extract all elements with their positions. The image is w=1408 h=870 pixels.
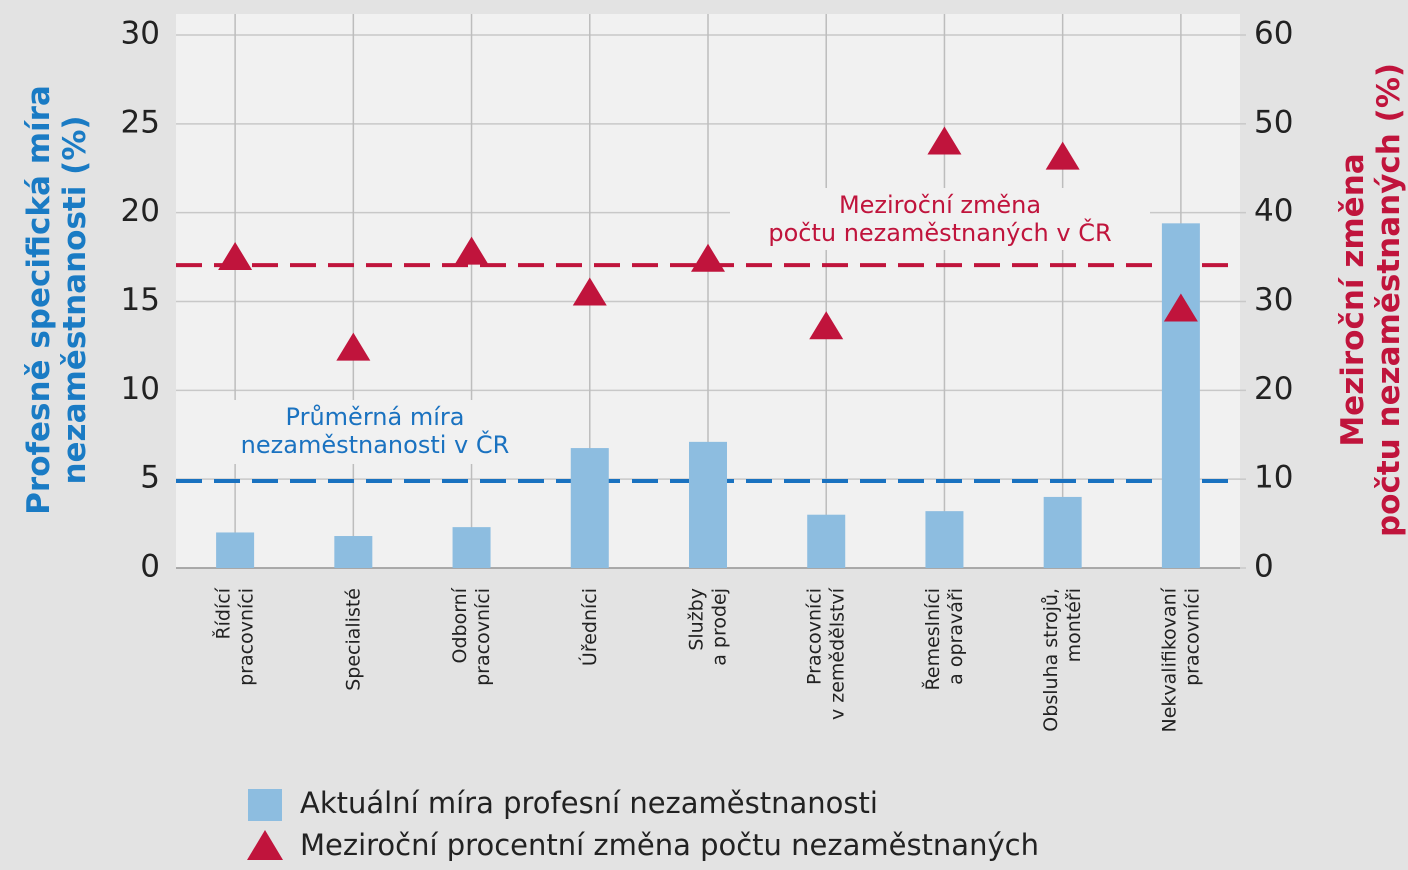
y-tick-label: 20 (121, 193, 160, 229)
triangle-marker (1045, 141, 1080, 170)
legend-swatch (248, 789, 282, 821)
bar (216, 532, 255, 568)
y-axis-title: Profesně specifická míranezaměstnanosti … (21, 85, 93, 515)
y2-axis-title: Meziroční změnapočtu nezaměstnaných (%) (1335, 63, 1407, 537)
y-tick-label: 15 (121, 282, 160, 318)
y-axis-title-line: nezaměstnanosti (%) (57, 115, 93, 484)
y2-tick-label: 20 (1254, 371, 1293, 407)
bar (807, 514, 846, 568)
reference-label: Průměrná míra (286, 403, 465, 431)
triangle-marker (809, 311, 844, 340)
triangle-marker (691, 243, 725, 272)
y2-axis-title-line: počtu nezaměstnaných (%) (1371, 63, 1407, 537)
y2-axis-title-line: Meziroční změna (1335, 153, 1371, 446)
bar (452, 527, 491, 568)
reference-label: nezaměstnanosti v ČR (241, 429, 510, 459)
y-tick-label: 30 (121, 16, 160, 52)
y-axis-title-line: Profesně specifická míra (21, 85, 57, 515)
legend-label: Meziroční procentní změna počtu nezaměst… (300, 828, 1039, 862)
x-tick-label: Specialisté (342, 588, 364, 691)
x-tick-label: Řídícípracovníci (211, 587, 257, 686)
bar (925, 511, 964, 568)
reference-label: počtu nezaměstnaných v ČR (768, 217, 1111, 247)
x-tick-label: Odbornípracovníci (449, 587, 494, 686)
x-tick-label: Řemeslnícia opraváři (920, 588, 966, 690)
y-tick-label: 5 (140, 460, 160, 496)
x-tick-label: Úředníci (576, 588, 600, 666)
bar (334, 536, 373, 568)
triangle-marker (572, 277, 607, 306)
triangle-marker (927, 126, 962, 155)
y-tick-label: 10 (121, 371, 160, 407)
y-tick-label: 25 (121, 104, 160, 140)
bar (689, 441, 727, 568)
y2-tick-label: 60 (1254, 16, 1293, 52)
bar (1043, 496, 1082, 568)
legend-swatch (247, 830, 283, 860)
y2-tick-label: 10 (1254, 460, 1293, 496)
triangle-marker (218, 241, 253, 270)
bar (570, 448, 609, 568)
y-tick-label: 0 (140, 549, 160, 585)
label-background (730, 188, 1150, 250)
x-tick-label: Službya prodej (685, 588, 730, 666)
y2-tick-label: 30 (1254, 282, 1293, 318)
reference-label: Meziroční změna (839, 191, 1041, 219)
triangle-marker (454, 236, 489, 265)
x-tick-label: Pracovníciv zemědělství (803, 587, 848, 720)
label-background (215, 400, 535, 464)
x-tick-label: Nekvalifikovanípracovníci (1158, 587, 1203, 732)
triangle-marker (1163, 293, 1198, 322)
bar (1161, 223, 1200, 568)
triangle-marker (336, 332, 371, 361)
legend-label: Aktuální míra profesní nezaměstnanosti (300, 786, 878, 820)
y2-tick-label: 0 (1254, 549, 1274, 585)
x-tick-label: Obsluha strojů,montéři (1040, 588, 1085, 732)
y2-tick-label: 50 (1254, 104, 1293, 140)
y2-tick-label: 40 (1254, 193, 1293, 229)
